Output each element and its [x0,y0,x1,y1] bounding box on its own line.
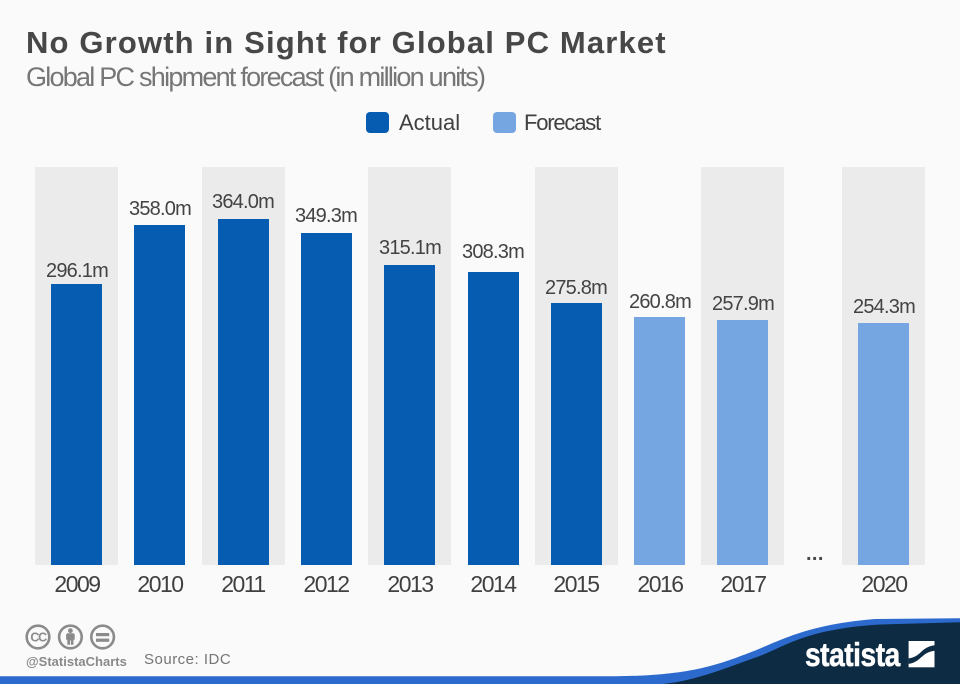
svg-text:CC: CC [30,630,47,644]
